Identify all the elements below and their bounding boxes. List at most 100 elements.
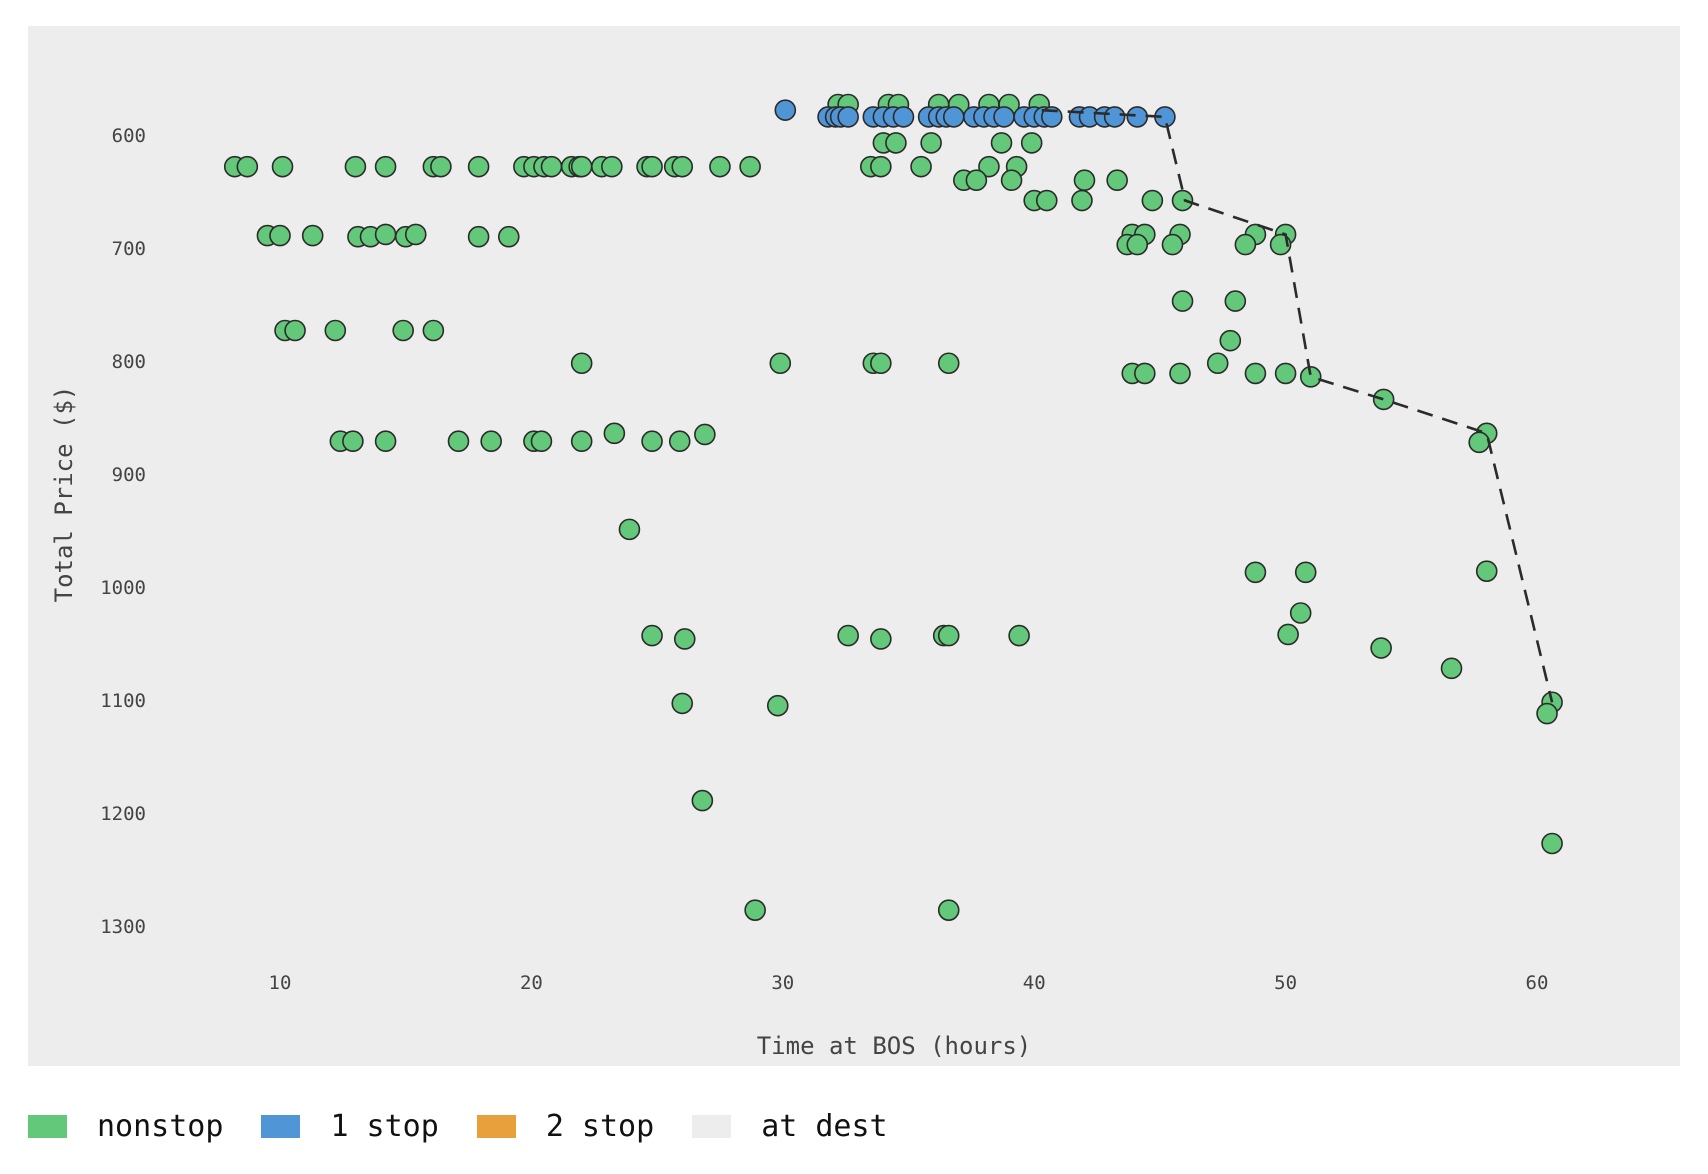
data-point <box>1035 189 1058 212</box>
data-point <box>910 155 932 178</box>
data-point <box>837 106 859 128</box>
data-point <box>1106 169 1128 191</box>
pareto-frontier-line <box>1041 108 1554 703</box>
data-point <box>1244 561 1267 584</box>
nonstop-swatch-icon <box>28 1114 67 1138</box>
x-tick-label: 60 <box>1526 972 1549 994</box>
data-point <box>965 169 988 191</box>
y-tick-label: 700 <box>112 238 146 260</box>
data-point <box>1126 233 1149 256</box>
data-point <box>1171 290 1194 312</box>
data-point <box>430 155 452 178</box>
data-point <box>236 155 259 178</box>
y-tick-label: 1300 <box>100 916 146 938</box>
data-point <box>892 106 915 128</box>
data-point <box>691 789 714 812</box>
data-point <box>1274 362 1297 385</box>
legend-label: at dest <box>761 1108 888 1144</box>
data-point <box>942 106 965 128</box>
data-point <box>1475 560 1498 582</box>
data-point <box>342 430 364 453</box>
y-tick-label: 1200 <box>100 803 146 825</box>
data-point <box>920 132 942 154</box>
data-point <box>1169 362 1191 385</box>
data-point <box>1294 561 1317 584</box>
data-point <box>668 430 691 453</box>
data-point <box>1171 189 1194 212</box>
data-point <box>673 628 696 650</box>
data-point <box>1541 832 1563 855</box>
data-point <box>1008 624 1030 647</box>
data-point <box>870 155 892 178</box>
legend-label: 2 stop <box>545 1108 655 1144</box>
y-tick-label: 600 <box>112 125 146 147</box>
data-point <box>1234 233 1257 256</box>
data-point <box>530 430 553 453</box>
data-point <box>447 430 470 453</box>
data-point <box>1277 623 1299 646</box>
legend-item-2-stop: 2 stop <box>476 1108 655 1144</box>
data-point <box>601 155 623 178</box>
data-point <box>1372 388 1395 411</box>
data-point <box>1141 189 1164 212</box>
data-point <box>570 155 593 178</box>
data-point <box>467 155 490 178</box>
data-point <box>284 319 306 342</box>
plot-area: 600 700 800 900 1000 1100 1200 1300 10 20 30 40 50 6… <box>28 26 1680 1066</box>
data-point <box>1161 233 1184 256</box>
x-axis-label: Time at BOS (hours) <box>757 1032 1032 1060</box>
data-point <box>1370 637 1392 659</box>
x-tick-label: 10 <box>269 972 292 994</box>
data-point <box>540 155 563 178</box>
data-points <box>223 93 1563 921</box>
data-point <box>301 224 324 247</box>
data-point <box>937 352 960 375</box>
y-tick-label: 800 <box>112 351 146 373</box>
legend-label: nonstop <box>97 1108 224 1144</box>
data-point <box>766 694 789 717</box>
data-point <box>671 692 694 715</box>
scatter-chart: 600 700 800 900 1000 1100 1200 1300 10 20 30 40 50 6… <box>50 93 1563 1060</box>
data-point <box>937 624 960 647</box>
one-stop-swatch-icon <box>261 1114 301 1138</box>
x-tick-label: 40 <box>1023 972 1046 994</box>
data-point <box>570 430 593 453</box>
data-point <box>1468 431 1490 454</box>
data-point <box>570 352 593 375</box>
data-point <box>990 132 1013 154</box>
data-point <box>422 319 445 342</box>
data-point <box>870 352 892 375</box>
y-tick-label: 1000 <box>100 577 146 599</box>
y-tick-label: 1100 <box>100 690 146 712</box>
data-point <box>1536 702 1558 725</box>
data-point <box>404 223 427 246</box>
data-point <box>885 132 907 154</box>
data-point <box>709 155 731 178</box>
x-tick-label: 20 <box>520 972 543 994</box>
data-point <box>671 155 694 178</box>
data-point <box>1126 106 1149 128</box>
data-point <box>1103 106 1126 128</box>
data-point <box>641 430 663 453</box>
x-tick-label: 50 <box>1274 972 1297 994</box>
data-point <box>769 352 792 375</box>
data-point <box>1244 362 1267 385</box>
data-point <box>1020 132 1043 154</box>
data-point <box>467 225 490 248</box>
y-axis-ticks: 600 700 800 900 1000 1100 1200 1300 <box>100 125 146 938</box>
data-point <box>1219 329 1242 352</box>
x-tick-label: 30 <box>771 972 794 994</box>
at-dest-swatch-icon <box>692 1114 732 1138</box>
data-point <box>374 430 397 453</box>
data-point <box>739 155 761 178</box>
two-stop-swatch-icon <box>476 1114 516 1138</box>
data-point <box>374 155 397 178</box>
data-point <box>1073 169 1096 191</box>
data-point <box>937 899 960 921</box>
data-point <box>978 155 1000 178</box>
data-point <box>1224 290 1247 312</box>
data-point <box>694 423 716 446</box>
data-point <box>392 319 414 342</box>
data-point <box>837 624 859 647</box>
data-point <box>1299 366 1322 388</box>
